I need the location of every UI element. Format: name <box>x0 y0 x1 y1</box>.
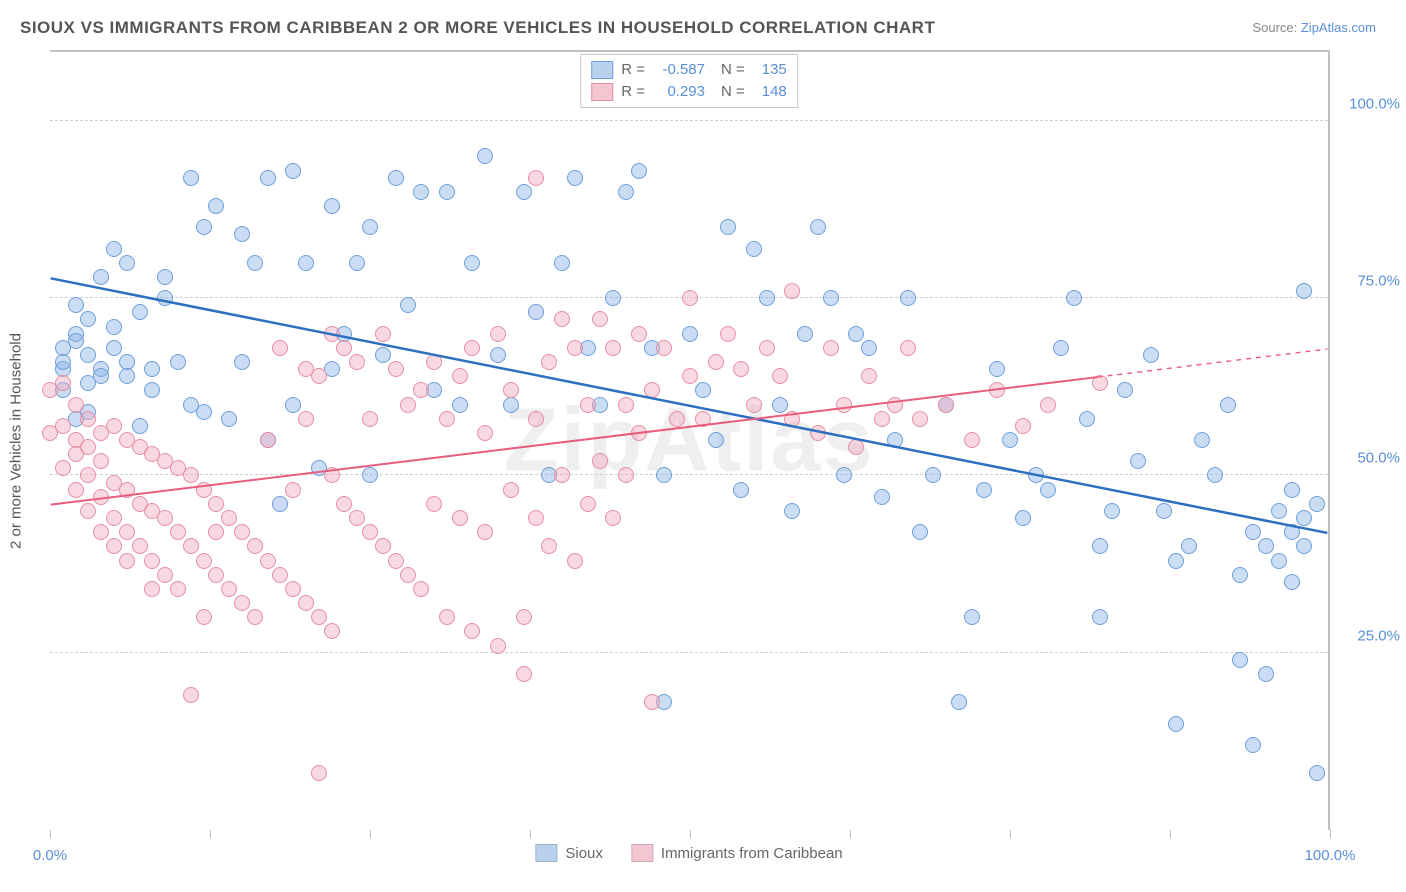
y-tick-label: 50.0% <box>1340 450 1400 467</box>
legend-r-label: R = <box>621 59 645 81</box>
x-tick <box>1010 830 1011 838</box>
correlation-legend: R = -0.587 N = 135 R = 0.293 N = 148 <box>580 54 798 108</box>
x-tick <box>1330 830 1331 838</box>
legend-n-label: N = <box>721 81 745 103</box>
x-tick <box>850 830 851 838</box>
legend-r-value: 0.293 <box>653 81 705 103</box>
x-tick <box>210 830 211 838</box>
chart-title: SIOUX VS IMMIGRANTS FROM CARIBBEAN 2 OR … <box>20 18 935 38</box>
source-link[interactable]: ZipAtlas.com <box>1301 20 1376 35</box>
series-legend-item: Sioux <box>535 844 603 862</box>
legend-swatch <box>631 844 653 862</box>
series-legend: Sioux Immigrants from Caribbean <box>535 844 842 862</box>
legend-r-value: -0.587 <box>653 59 705 81</box>
chart-container: SIOUX VS IMMIGRANTS FROM CARIBBEAN 2 OR … <box>0 0 1406 892</box>
series-legend-label: Sioux <box>565 845 603 862</box>
x-tick <box>1170 830 1171 838</box>
x-tick <box>690 830 691 838</box>
x-tick-label: 100.0% <box>1305 847 1356 864</box>
legend-r-label: R = <box>621 81 645 103</box>
regression-line <box>51 377 1098 505</box>
x-tick-label: 0.0% <box>33 847 67 864</box>
x-tick <box>530 830 531 838</box>
source-attribution: Source: ZipAtlas.com <box>1252 20 1376 35</box>
regression-line <box>51 278 1328 533</box>
plot-area: 2 or more Vehicles in Household ZipAtlas… <box>50 50 1330 830</box>
y-tick-label: 100.0% <box>1340 95 1400 112</box>
y-tick-label: 25.0% <box>1340 627 1400 644</box>
legend-swatch <box>535 844 557 862</box>
legend-n-label: N = <box>721 59 745 81</box>
source-label: Source: <box>1252 20 1300 35</box>
series-legend-label: Immigrants from Caribbean <box>661 845 843 862</box>
x-tick <box>370 830 371 838</box>
y-tick-label: 75.0% <box>1340 273 1400 290</box>
legend-swatch <box>591 83 613 101</box>
legend-swatch <box>591 61 613 79</box>
legend-n-value: 135 <box>753 59 787 81</box>
legend-row: R = -0.587 N = 135 <box>591 59 787 81</box>
x-tick <box>50 830 51 838</box>
legend-n-value: 148 <box>753 81 787 103</box>
series-legend-item: Immigrants from Caribbean <box>631 844 843 862</box>
regression-line-extrapolated <box>1098 349 1328 377</box>
regression-lines-svg <box>50 52 1328 830</box>
legend-row: R = 0.293 N = 148 <box>591 81 787 103</box>
y-axis-label: 2 or more Vehicles in Household <box>8 333 25 549</box>
